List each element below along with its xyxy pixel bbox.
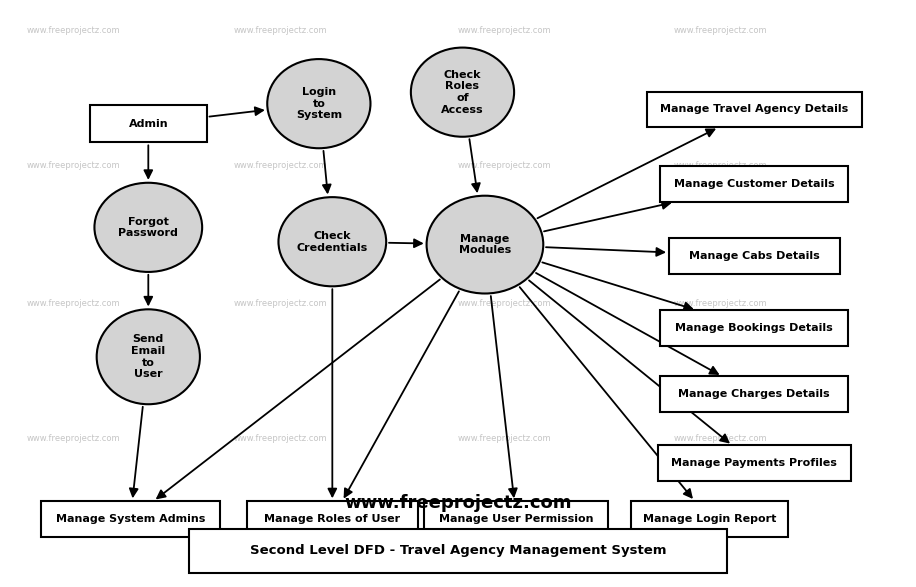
Text: www.freeprojectz.com: www.freeprojectz.com [673, 434, 767, 443]
Bar [631, 501, 788, 537]
Text: www.freeprojectz.com: www.freeprojectz.com [673, 161, 767, 170]
Text: www.freeprojectz.com: www.freeprojectz.com [458, 161, 551, 170]
Text: www.freeprojectz.com: www.freeprojectz.com [458, 434, 551, 443]
Text: www.freeprojectz.com: www.freeprojectz.com [27, 26, 121, 35]
Text: Admin: Admin [128, 119, 169, 129]
Text: Manage Payments Profiles: Manage Payments Profiles [671, 458, 837, 468]
Bar [90, 105, 207, 143]
Text: www.freeprojectz.com: www.freeprojectz.com [234, 161, 327, 170]
Text: Login
to
System: Login to System [296, 87, 342, 120]
Bar [247, 501, 418, 537]
Bar [658, 446, 851, 481]
Text: www.freeprojectz.com: www.freeprojectz.com [344, 494, 572, 512]
Bar [40, 501, 220, 537]
Text: Manage Travel Agency Details: Manage Travel Agency Details [660, 104, 848, 114]
Ellipse shape [427, 195, 543, 294]
Bar [189, 529, 727, 572]
Text: Manage User Permission: Manage User Permission [439, 514, 594, 524]
Text: Manage Bookings Details: Manage Bookings Details [675, 323, 834, 333]
Text: Manage Charges Details: Manage Charges Details [679, 389, 830, 399]
Text: www.freeprojectz.com: www.freeprojectz.com [458, 299, 551, 308]
Ellipse shape [94, 183, 202, 272]
Text: Manage Cabs Details: Manage Cabs Details [689, 251, 820, 261]
Bar [669, 238, 839, 274]
Text: Forgot
Password: Forgot Password [118, 217, 179, 238]
Text: Check
Roles
of
Access: Check Roles of Access [442, 70, 484, 114]
Text: www.freeprojectz.com: www.freeprojectz.com [27, 161, 121, 170]
Text: Manage Roles of User: Manage Roles of User [264, 514, 400, 524]
Text: Manage Login Report: Manage Login Report [643, 514, 776, 524]
Bar [660, 310, 848, 346]
Text: Check
Credentials: Check Credentials [297, 231, 368, 252]
Ellipse shape [97, 309, 200, 404]
Ellipse shape [411, 48, 514, 137]
Text: Send
Email
to
User: Send Email to User [131, 335, 166, 379]
Bar [660, 166, 848, 202]
Text: www.freeprojectz.com: www.freeprojectz.com [673, 299, 767, 308]
Text: www.freeprojectz.com: www.freeprojectz.com [27, 434, 121, 443]
Text: Manage
Modules: Manage Modules [459, 234, 511, 255]
Ellipse shape [278, 197, 387, 286]
Text: Manage System Admins: Manage System Admins [56, 514, 205, 524]
Bar [647, 92, 862, 127]
Text: www.freeprojectz.com: www.freeprojectz.com [458, 26, 551, 35]
Text: Second Level DFD - Travel Agency Management System: Second Level DFD - Travel Agency Managem… [250, 544, 666, 557]
Bar [424, 501, 608, 537]
Text: www.freeprojectz.com: www.freeprojectz.com [234, 26, 327, 35]
Text: www.freeprojectz.com: www.freeprojectz.com [234, 299, 327, 308]
Bar [660, 376, 848, 412]
Ellipse shape [267, 59, 370, 149]
Text: www.freeprojectz.com: www.freeprojectz.com [673, 26, 767, 35]
Text: Manage Customer Details: Manage Customer Details [674, 179, 834, 189]
Text: www.freeprojectz.com: www.freeprojectz.com [27, 299, 121, 308]
Text: www.freeprojectz.com: www.freeprojectz.com [234, 434, 327, 443]
